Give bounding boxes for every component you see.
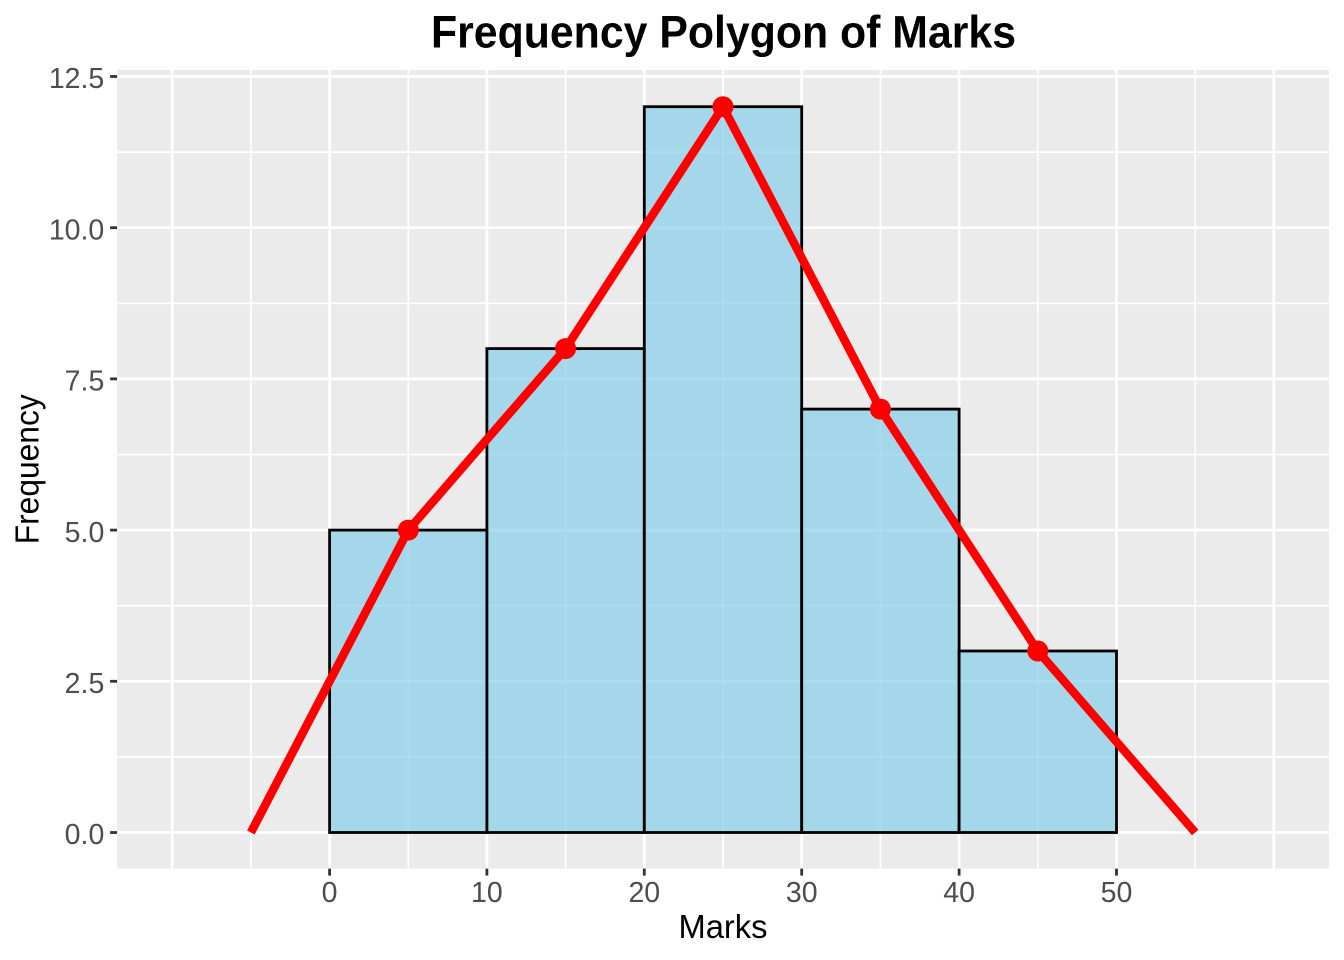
- svg-text:Marks: Marks: [679, 908, 768, 945]
- svg-text:20: 20: [628, 877, 660, 909]
- svg-text:30: 30: [786, 877, 818, 909]
- svg-text:40: 40: [943, 877, 975, 909]
- svg-text:5.0: 5.0: [65, 517, 105, 549]
- svg-text:10.0: 10.0: [49, 214, 104, 246]
- svg-text:Frequency: Frequency: [9, 394, 46, 544]
- svg-text:50: 50: [1101, 877, 1133, 909]
- svg-text:0.0: 0.0: [65, 819, 105, 851]
- svg-text:Frequency Polygon of Marks: Frequency Polygon of Marks: [431, 6, 1016, 57]
- svg-text:0: 0: [322, 877, 338, 909]
- svg-text:7.5: 7.5: [65, 366, 105, 398]
- svg-text:12.5: 12.5: [49, 63, 104, 95]
- svg-text:10: 10: [471, 877, 503, 909]
- svg-text:2.5: 2.5: [65, 668, 105, 700]
